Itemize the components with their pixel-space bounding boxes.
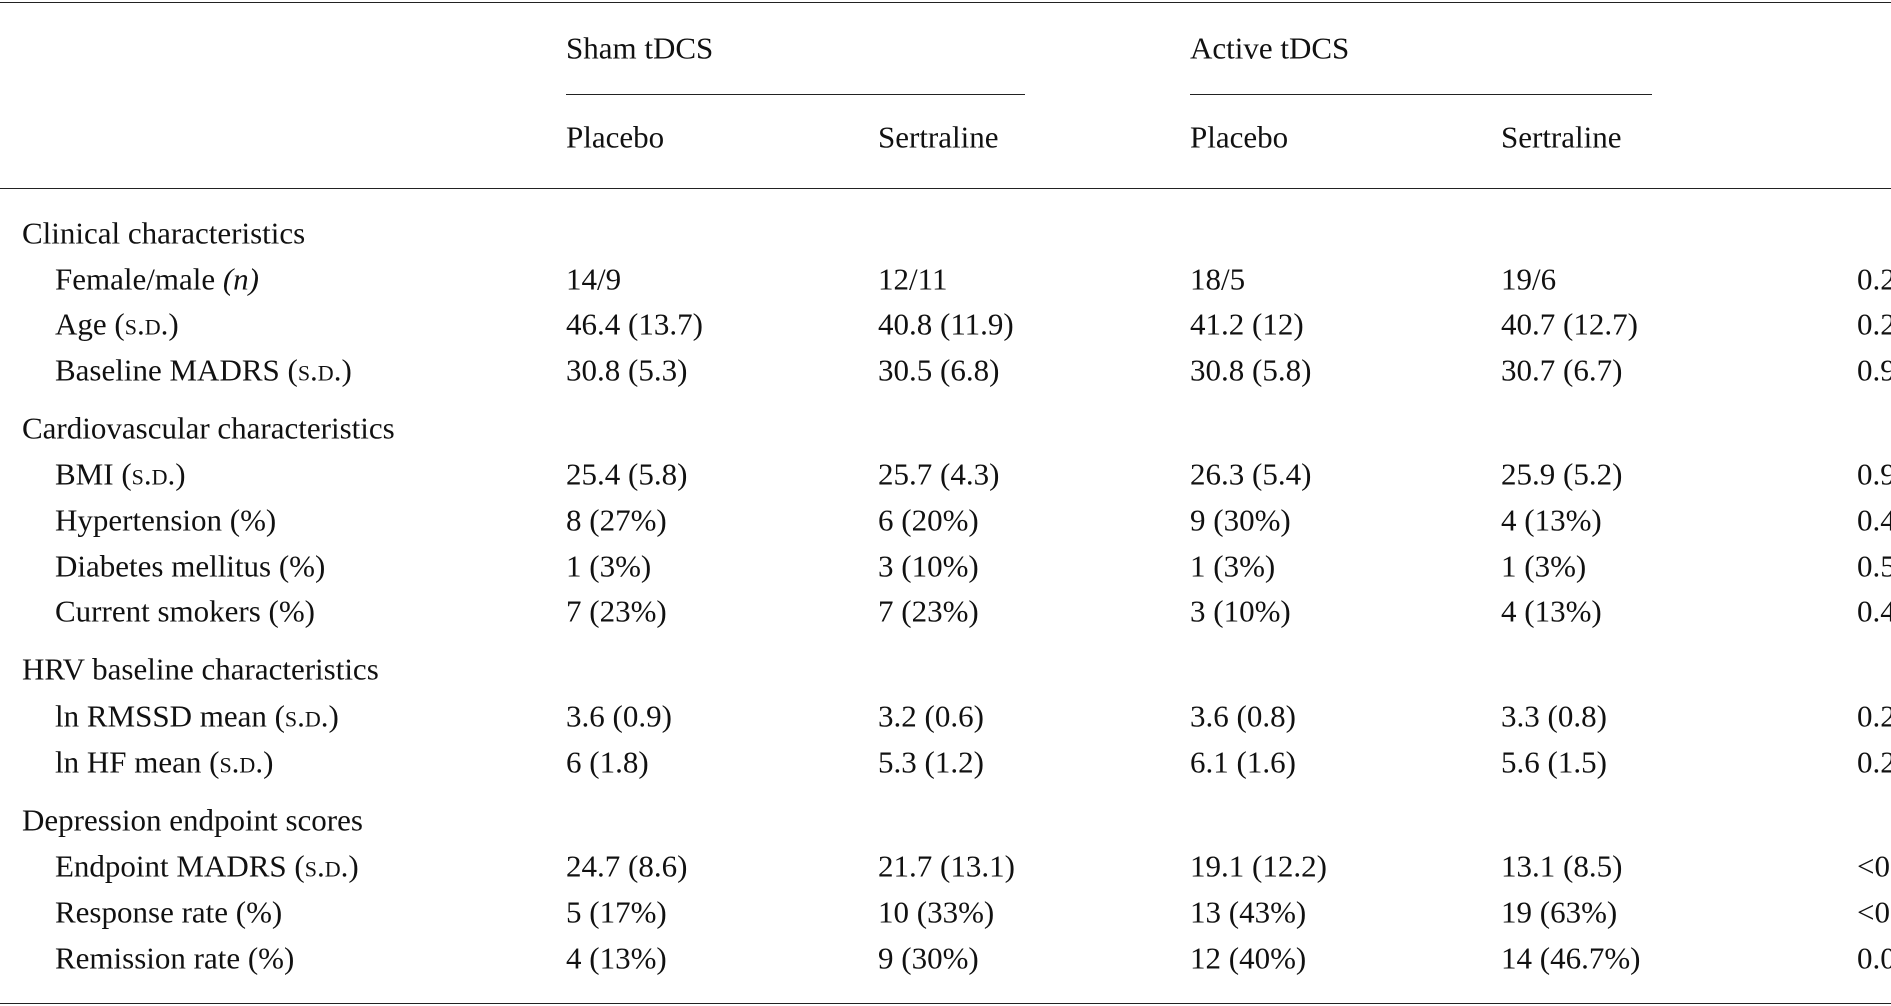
group-header: Sham tDCS xyxy=(566,30,714,66)
bottom-rule xyxy=(0,1003,1891,1004)
cell: 9 (30%) xyxy=(1190,502,1291,538)
cell: 3.6 (0.8) xyxy=(1190,698,1296,734)
section-title: Depression endpoint scores xyxy=(22,802,363,838)
row-label: Diabetes mellitus (%) xyxy=(55,548,326,584)
p-value: 0.92 xyxy=(1857,456,1891,492)
cell: 4 (13%) xyxy=(1501,593,1602,629)
row-label: ln RMSSD mean (S.D.) xyxy=(55,698,339,734)
cell: 3.2 (0.6) xyxy=(878,698,984,734)
row-label: Current smokers (%) xyxy=(55,593,315,629)
cell: 1 (3%) xyxy=(1190,548,1276,584)
p-value: 0.24 xyxy=(1857,306,1891,342)
cell: 5.3 (1.2) xyxy=(878,744,984,780)
cell: 25.9 (5.2) xyxy=(1501,456,1623,492)
cell: 4 (13%) xyxy=(566,940,667,976)
cell: 9 (30%) xyxy=(878,940,979,976)
cell: 12 (40%) xyxy=(1190,940,1307,976)
cell: 40.7 (12.7) xyxy=(1501,306,1638,342)
group-underline xyxy=(566,94,1025,95)
row-qualifier: (S.D.) xyxy=(114,306,179,342)
cell: 8 (27%) xyxy=(566,502,667,538)
cell: 1 (3%) xyxy=(1501,548,1587,584)
cell: 30.8 (5.8) xyxy=(1190,352,1312,388)
p-value: 0.42 xyxy=(1857,502,1891,538)
section-title: HRV baseline characteristics xyxy=(22,651,379,687)
cell: 6.1 (1.6) xyxy=(1190,744,1296,780)
cell: 19/6 xyxy=(1501,261,1557,297)
row-label: Age (S.D.) xyxy=(55,306,179,342)
cell: 3.3 (0.8) xyxy=(1501,698,1607,734)
row-qualifier: (S.D.) xyxy=(209,744,274,780)
group-header: Active tDCS xyxy=(1190,30,1350,66)
cell: 6 (20%) xyxy=(878,502,979,538)
cell: 5 (17%) xyxy=(566,894,667,930)
row-qualifier: (n) xyxy=(222,261,260,297)
top-rule xyxy=(0,2,1891,3)
cell: 13.1 (8.5) xyxy=(1501,848,1623,884)
cell: 7 (23%) xyxy=(878,593,979,629)
cell: 10 (33%) xyxy=(878,894,995,930)
p-value: 0.24 xyxy=(1857,744,1891,780)
cell: 14/9 xyxy=(566,261,622,297)
row-qualifier: (S.D.) xyxy=(287,352,352,388)
cell: 7 (23%) xyxy=(566,593,667,629)
p-value: 0.03 xyxy=(1857,940,1891,976)
row-qualifier: (S.D.) xyxy=(121,456,186,492)
cell: 30.7 (6.7) xyxy=(1501,352,1623,388)
cell: 3 (10%) xyxy=(1190,593,1291,629)
cell: 25.7 (4.3) xyxy=(878,456,1000,492)
cell: 40.8 (11.9) xyxy=(878,306,1014,342)
column-header: Placebo xyxy=(566,119,665,155)
header-rule xyxy=(0,188,1891,189)
cell: 18/5 xyxy=(1190,261,1246,297)
row-label: Response rate (%) xyxy=(55,894,283,930)
row-label: Baseline MADRS (S.D.) xyxy=(55,352,352,388)
p-value: 0.99 xyxy=(1857,352,1891,388)
cell: 21.7 (13.1) xyxy=(878,848,1015,884)
cell: 24.7 (8.6) xyxy=(566,848,688,884)
cell: 30.8 (5.3) xyxy=(566,352,688,388)
row-qualifier: (S.D.) xyxy=(294,848,359,884)
p-value: 0.4 xyxy=(1857,593,1891,629)
p-value: <0.01 xyxy=(1857,848,1891,884)
cell: 3 (10%) xyxy=(878,548,979,584)
p-value: 0.21 xyxy=(1857,698,1891,734)
p-value: 0.55 xyxy=(1857,548,1891,584)
cell: 13 (43%) xyxy=(1190,894,1307,930)
cell: 3.6 (0.9) xyxy=(566,698,672,734)
column-header: Placebo xyxy=(1190,119,1289,155)
cell: 19.1 (12.2) xyxy=(1190,848,1327,884)
p-value: <0.01 xyxy=(1857,894,1891,930)
cell: 30.5 (6.8) xyxy=(878,352,1000,388)
cell: 5.6 (1.5) xyxy=(1501,744,1607,780)
row-label: Female/male (n) xyxy=(55,261,260,297)
cell: 1 (3%) xyxy=(566,548,652,584)
row-label: BMI (S.D.) xyxy=(55,456,186,492)
row-label: Hypertension (%) xyxy=(55,502,277,538)
cell: 41.2 (12) xyxy=(1190,306,1304,342)
column-header: Sertraline xyxy=(1501,119,1622,155)
cell: 12/11 xyxy=(878,261,948,297)
cell: 26.3 (5.4) xyxy=(1190,456,1312,492)
cell: 4 (13%) xyxy=(1501,502,1602,538)
cell: 19 (63%) xyxy=(1501,894,1618,930)
cell: 14 (46.7%) xyxy=(1501,940,1641,976)
column-header: Sertraline xyxy=(878,119,999,155)
cell: 25.4 (5.8) xyxy=(566,456,688,492)
row-label: Endpoint MADRS (S.D.) xyxy=(55,848,359,884)
row-label: ln HF mean (S.D.) xyxy=(55,744,274,780)
p-value: 0.28 xyxy=(1857,261,1891,297)
group-underline xyxy=(1190,94,1652,95)
cell: 6 (1.8) xyxy=(566,744,649,780)
cell: 46.4 (13.7) xyxy=(566,306,703,342)
section-title: Clinical characteristics xyxy=(22,215,306,251)
row-label: Remission rate (%) xyxy=(55,940,295,976)
row-qualifier: (S.D.) xyxy=(274,698,339,734)
section-title: Cardiovascular characteristics xyxy=(22,410,395,446)
